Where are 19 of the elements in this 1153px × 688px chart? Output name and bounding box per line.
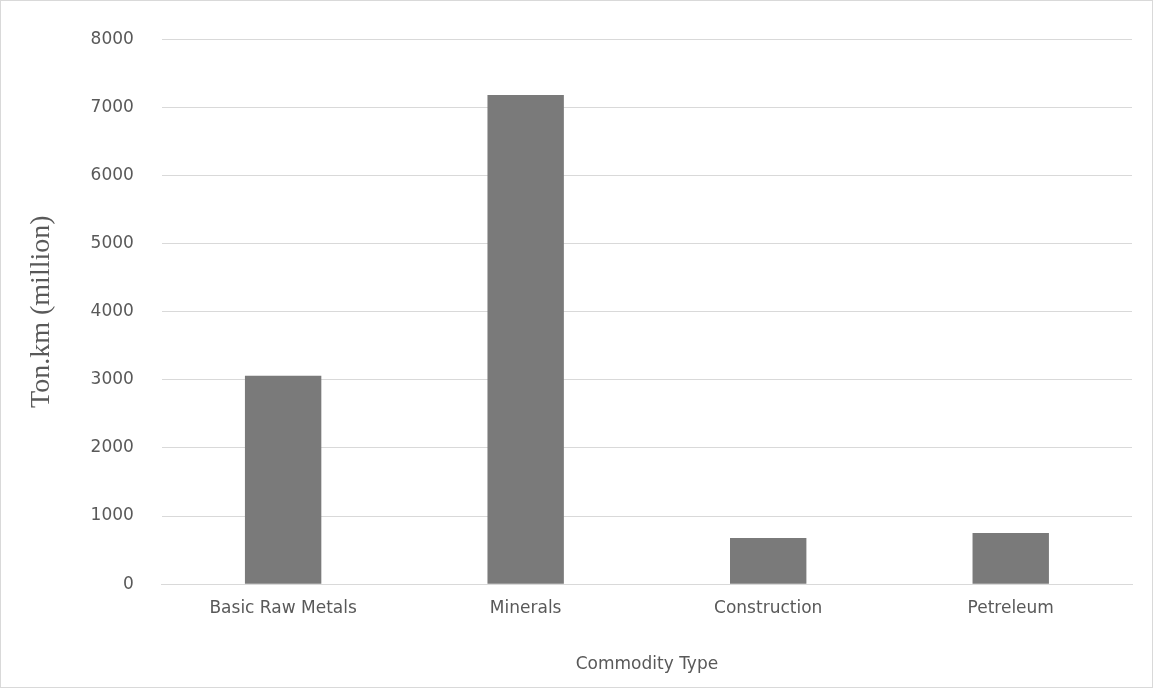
x-tick-label: Construction (714, 596, 823, 617)
y-tick-label: 3000 (90, 368, 134, 389)
bar (972, 533, 1049, 584)
y-tick-label: 2000 (90, 436, 134, 457)
y-tick-label: 7000 (90, 95, 134, 116)
y-tick-label: 0 (123, 572, 134, 593)
y-tick-label: 8000 (90, 27, 134, 48)
x-tick-label: Petreleum (967, 596, 1054, 617)
x-axis-title: Commodity Type (575, 653, 719, 674)
y-tick-label: 1000 (90, 504, 134, 525)
bar (244, 375, 322, 584)
bar (487, 95, 564, 584)
x-tick-label: Basic Raw Metals (209, 596, 357, 617)
y-axis-title: Ton.km (million) (24, 215, 56, 408)
y-tick-label: 6000 (90, 163, 134, 184)
y-tick-label: 5000 (90, 232, 134, 252)
x-tick-label: Minerals (489, 596, 562, 617)
y-tick-label: 4000 (90, 300, 134, 321)
bar (730, 537, 807, 584)
